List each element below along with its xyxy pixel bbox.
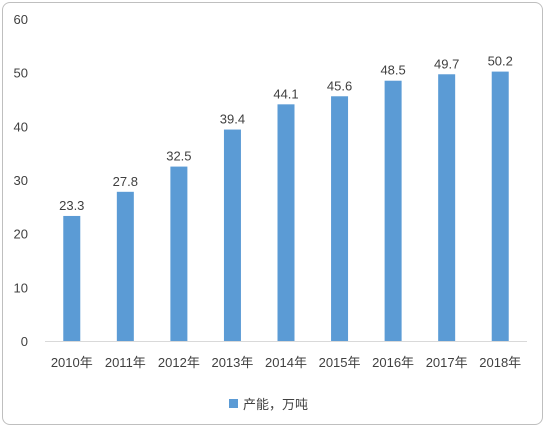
x-axis: 2010年 2011年 2012年 2013年 2014年 2015年 2016年 2017年… [51, 355, 521, 370]
legend-label: 产能，万吨 [243, 398, 308, 413]
y-tick-label: 10 [14, 280, 28, 295]
data-label: 39.4 [220, 112, 245, 127]
data-label: 45.6 [327, 78, 352, 93]
y-tick-label: 30 [14, 173, 28, 188]
legend-swatch [229, 399, 238, 408]
x-tick-label: 2011年 [105, 355, 146, 370]
x-tick-label: 2010年 [51, 355, 93, 370]
data-labels: 23.3 27.8 32.5 39.4 44.1 45.6 48.5 49.7 50.2 [59, 54, 513, 213]
x-tick-label: 2016年 [372, 355, 414, 370]
bar [331, 96, 349, 341]
bar [384, 80, 402, 341]
data-label: 50.2 [488, 54, 513, 69]
x-tick-label: 2017年 [426, 355, 468, 370]
y-tick-label: 20 [14, 227, 28, 242]
x-tick-label: 2012年 [158, 355, 200, 370]
x-tick-label: 2013年 [211, 355, 253, 370]
bar [277, 104, 295, 341]
bar [116, 191, 134, 341]
bar [438, 74, 456, 341]
bar [491, 71, 509, 342]
data-label: 32.5 [166, 149, 191, 164]
bar [170, 166, 188, 341]
y-axis: 0 10 20 30 40 50 60 [14, 12, 28, 349]
data-label: 49.7 [434, 56, 459, 71]
bar-series [63, 71, 509, 342]
bar [63, 215, 81, 341]
y-tick-label: 40 [14, 119, 28, 134]
y-tick-label: 50 [14, 66, 28, 81]
data-label: 27.8 [113, 174, 138, 189]
y-tick-label: 60 [14, 12, 28, 27]
x-tick-label: 2018年 [479, 355, 521, 370]
y-tick-label: 0 [21, 334, 28, 349]
data-label: 48.5 [380, 63, 405, 78]
bar [223, 129, 241, 341]
x-tick-label: 2015年 [319, 355, 361, 370]
data-label: 44.1 [273, 86, 298, 101]
data-label: 23.3 [59, 198, 84, 213]
x-tick-label: 2014年 [265, 355, 307, 370]
legend: 产能，万吨 [229, 398, 308, 413]
